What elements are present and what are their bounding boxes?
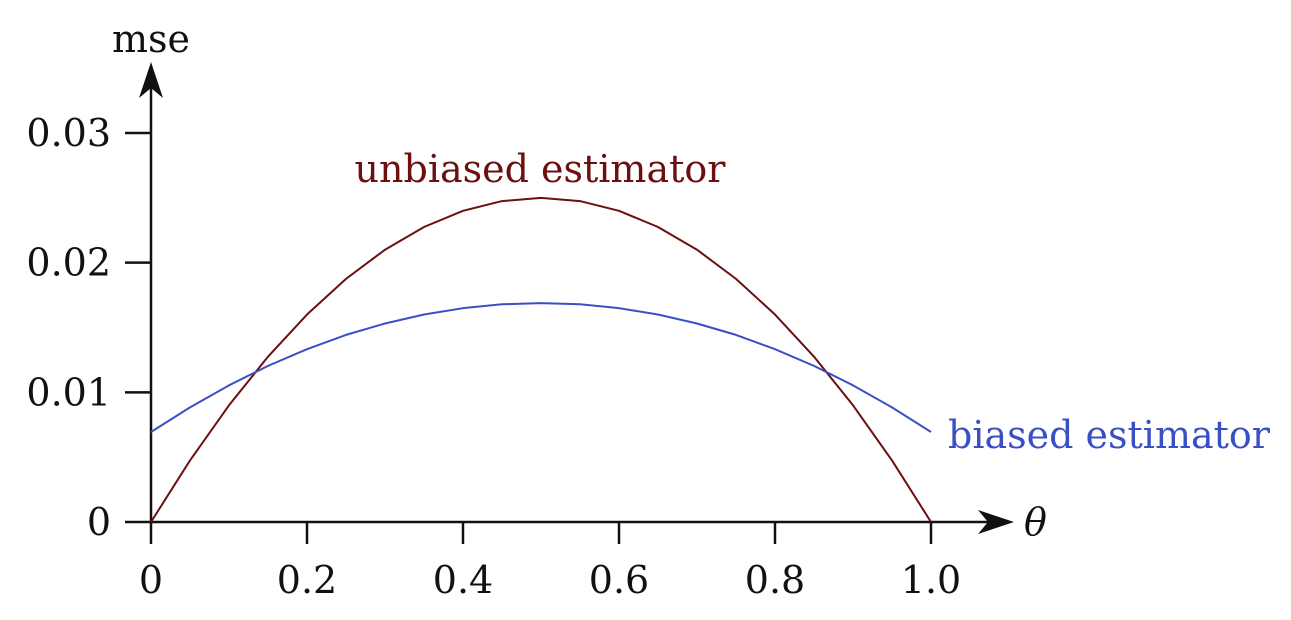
series-line-unbiased	[150, 196, 932, 523]
series-group: unbiased estimator biased estimator	[150, 147, 1271, 523]
y-axis-label: mse	[112, 17, 190, 61]
x-tick-label: 0.4	[433, 558, 493, 602]
y-tick-label: 0	[87, 500, 111, 544]
series-line-biased	[150, 302, 932, 433]
x-tick-label: 0.2	[277, 558, 337, 602]
x-ticks: 0 0.2 0.4 0.6 0.8 1.0	[139, 522, 961, 602]
series-label-biased: biased estimator	[948, 413, 1271, 457]
x-tick-label: 0	[139, 558, 163, 602]
x-axis-label: θ	[1024, 500, 1047, 544]
series-label-unbiased: unbiased estimator	[355, 147, 727, 191]
y-tick-label: 0.03	[26, 111, 111, 155]
x-tick-label: 0.6	[589, 558, 649, 602]
y-tick-label: 0.02	[26, 241, 111, 285]
x-tick-label: 0.8	[745, 558, 805, 602]
x-tick-label: 1.0	[901, 558, 961, 602]
y-ticks: 0 0.01 0.02 0.03	[26, 111, 151, 544]
y-tick-label: 0.01	[26, 370, 111, 414]
